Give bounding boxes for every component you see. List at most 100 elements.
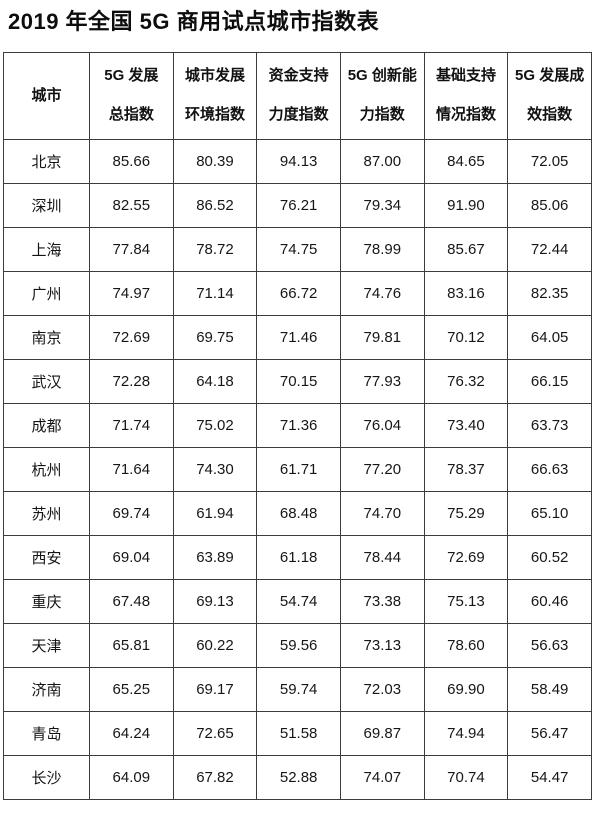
column-header-line2: 效指数 [527, 106, 573, 123]
index-table: 城市 5G 发展 总指数 城市发展 环境指数 资金支持 力度指数 5G 创新能 力指数 基础支持情… [3, 52, 592, 800]
column-header-funding: 资金支持 力度指数 [256, 52, 341, 140]
column-header-inner: 城市 [5, 54, 89, 139]
value-cell: 74.94 [423, 711, 509, 756]
value-cell: 94.13 [256, 139, 341, 184]
value-cell: 82.35 [507, 271, 592, 316]
value-cell: 77.20 [339, 447, 425, 492]
value-cell: 66.15 [507, 359, 592, 404]
city-cell: 济南 [3, 667, 90, 712]
value-cell: 72.69 [423, 535, 509, 580]
value-cell: 67.48 [89, 579, 174, 624]
value-cell: 69.74 [89, 491, 174, 536]
value-cell: 78.99 [339, 227, 425, 272]
value-cell: 76.32 [423, 359, 509, 404]
table-row: 武汉 72.28 64.18 70.15 77.93 76.32 66.15 [3, 359, 592, 404]
table-row: 南京 72.69 69.75 71.46 79.81 70.12 64.05 [3, 315, 592, 360]
table-row: 青岛 64.24 72.65 51.58 69.87 74.94 56.47 [3, 711, 592, 756]
value-cell: 69.87 [339, 711, 425, 756]
value-cell: 82.55 [89, 183, 174, 228]
value-cell: 78.60 [423, 623, 509, 668]
column-header-line1: 5G 发展 [104, 67, 159, 84]
value-cell: 60.52 [507, 535, 592, 580]
table-row: 天津 65.81 60.22 59.56 73.13 78.60 56.63 [3, 623, 592, 668]
value-cell: 58.49 [507, 667, 592, 712]
value-cell: 72.28 [89, 359, 174, 404]
value-cell: 59.74 [256, 667, 341, 712]
value-cell: 71.74 [89, 403, 174, 448]
value-cell: 72.44 [507, 227, 592, 272]
value-cell: 69.17 [172, 667, 258, 712]
value-cell: 73.38 [339, 579, 425, 624]
value-cell: 64.24 [89, 711, 174, 756]
value-cell: 69.75 [172, 315, 258, 360]
value-cell: 74.75 [256, 227, 341, 272]
value-cell: 68.48 [256, 491, 341, 536]
value-cell: 79.34 [339, 183, 425, 228]
value-cell: 69.04 [89, 535, 174, 580]
table-row: 成都 71.74 75.02 71.36 76.04 73.40 63.73 [3, 403, 592, 448]
value-cell: 79.81 [339, 315, 425, 360]
table-body: 北京 85.66 80.39 94.13 87.00 84.65 72.05 深圳 82.55 8… [3, 139, 592, 800]
value-cell: 76.21 [256, 183, 341, 228]
value-cell: 61.18 [256, 535, 341, 580]
column-header-infrastructure: 基础支持 情况指数 [423, 52, 509, 140]
value-cell: 66.63 [507, 447, 592, 492]
table-row: 广州 74.97 71.14 66.72 74.76 83.16 82.35 [3, 271, 592, 316]
value-cell: 75.02 [172, 403, 258, 448]
column-header-line2: 情况指数 [435, 106, 496, 123]
column-header-inner: 5G 发展 总指数 [90, 54, 172, 139]
column-header-inner: 基础支持 情况指数 [425, 54, 507, 139]
value-cell: 60.46 [507, 579, 592, 624]
header-row: 城市 5G 发展 总指数 城市发展 环境指数 资金支持 力度指数 5G 创新能 力指数 基础支持情… [3, 52, 592, 140]
column-header-inner: 5G 创新能 力指数 [341, 54, 423, 139]
value-cell: 80.39 [172, 139, 258, 184]
table-row: 北京 85.66 80.39 94.13 87.00 84.65 72.05 [3, 139, 592, 184]
column-header-city: 城市 [3, 52, 90, 140]
value-cell: 70.12 [423, 315, 509, 360]
column-header-line2: 力指数 [359, 106, 405, 123]
column-header-effectiveness: 5G 发展成 效指数 [507, 52, 592, 140]
table-row: 长沙 64.09 67.82 52.88 74.07 70.74 54.47 [3, 755, 592, 800]
value-cell: 78.72 [172, 227, 258, 272]
value-cell: 85.66 [89, 139, 174, 184]
value-cell: 83.16 [423, 271, 509, 316]
city-cell: 苏州 [3, 491, 90, 536]
value-cell: 72.69 [89, 315, 174, 360]
value-cell: 75.13 [423, 579, 509, 624]
value-cell: 56.47 [507, 711, 592, 756]
city-cell: 长沙 [3, 755, 90, 800]
value-cell: 76.04 [339, 403, 425, 448]
table-row: 杭州 71.64 74.30 61.71 77.20 78.37 66.63 [3, 447, 592, 492]
value-cell: 77.93 [339, 359, 425, 404]
value-cell: 63.73 [507, 403, 592, 448]
city-cell: 天津 [3, 623, 90, 668]
value-cell: 74.07 [339, 755, 425, 800]
city-cell: 重庆 [3, 579, 90, 624]
column-header-overall: 5G 发展 总指数 [89, 52, 174, 140]
table-row: 西安 69.04 63.89 61.18 78.44 72.69 60.52 [3, 535, 592, 580]
city-cell: 南京 [3, 315, 90, 360]
page-title: 2019 年全国 5G 商用试点城市指数表 [8, 9, 380, 34]
value-cell: 72.03 [339, 667, 425, 712]
value-cell: 74.76 [339, 271, 425, 316]
value-cell: 63.89 [172, 535, 258, 580]
value-cell: 51.58 [256, 711, 341, 756]
table-row: 深圳 82.55 86.52 76.21 79.34 91.90 85.06 [3, 183, 592, 228]
city-cell: 深圳 [3, 183, 90, 228]
table-header: 城市 5G 发展 总指数 城市发展 环境指数 资金支持 力度指数 5G 创新能 力指数 基础支持情… [3, 52, 592, 140]
value-cell: 78.44 [339, 535, 425, 580]
city-cell: 青岛 [3, 711, 90, 756]
city-cell: 杭州 [3, 447, 90, 492]
value-cell: 64.18 [172, 359, 258, 404]
column-header-line1: 5G 创新能 [347, 67, 417, 84]
value-cell: 87.00 [339, 139, 425, 184]
value-cell: 61.71 [256, 447, 341, 492]
value-cell: 71.14 [172, 271, 258, 316]
column-header-line1: 资金支持 [268, 67, 329, 84]
value-cell: 71.36 [256, 403, 341, 448]
value-cell: 65.25 [89, 667, 174, 712]
value-cell: 71.46 [256, 315, 341, 360]
column-header-line2: 环境指数 [184, 106, 245, 123]
value-cell: 66.72 [256, 271, 341, 316]
column-header-inner: 城市发展 环境指数 [174, 54, 256, 139]
